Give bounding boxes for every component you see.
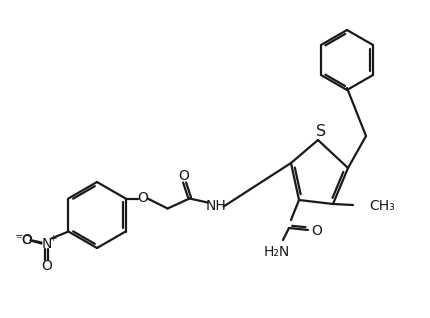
Text: NH: NH	[205, 199, 226, 213]
Text: +: +	[49, 234, 56, 243]
Text: H₂N: H₂N	[264, 245, 290, 259]
Text: O: O	[21, 233, 32, 247]
Text: S: S	[316, 125, 326, 140]
Text: O: O	[178, 169, 189, 183]
Text: O: O	[137, 191, 148, 205]
Text: ⁻O: ⁻O	[15, 234, 32, 247]
Text: CH₃: CH₃	[369, 199, 395, 213]
Text: O: O	[312, 224, 322, 238]
Text: O: O	[41, 259, 52, 273]
Text: N: N	[41, 237, 52, 251]
Text: −: −	[15, 231, 24, 240]
